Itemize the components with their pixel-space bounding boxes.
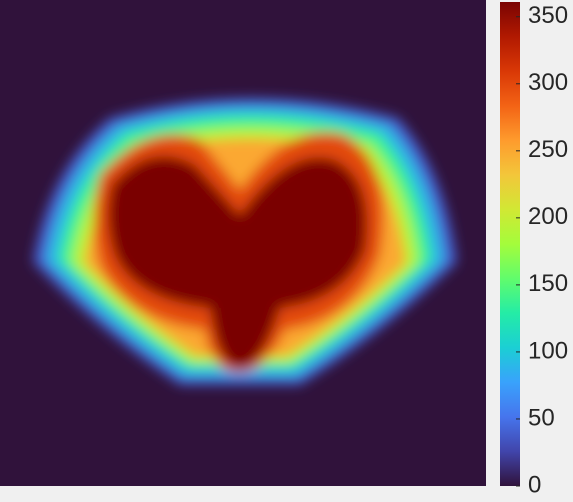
heatmap-region: [108, 156, 368, 368]
colorbar-tick-label: 0: [528, 471, 541, 497]
colorbar: [500, 2, 520, 486]
colorbar-tick-label: 150: [528, 270, 568, 297]
colorbar-tick-label: 100: [528, 337, 568, 364]
colorbar-tick-label: 250: [528, 136, 568, 163]
heatmap: [33, 98, 457, 385]
colorbar-tick-label: 350: [528, 2, 568, 29]
colorbar-tick-label: 200: [528, 203, 568, 230]
colorbar-ticks: 0 50 100 150 200 250 300 350: [516, 2, 568, 498]
colorbar-tick-label: 300: [528, 69, 568, 96]
colorbar-tick-label: 50: [528, 404, 555, 431]
